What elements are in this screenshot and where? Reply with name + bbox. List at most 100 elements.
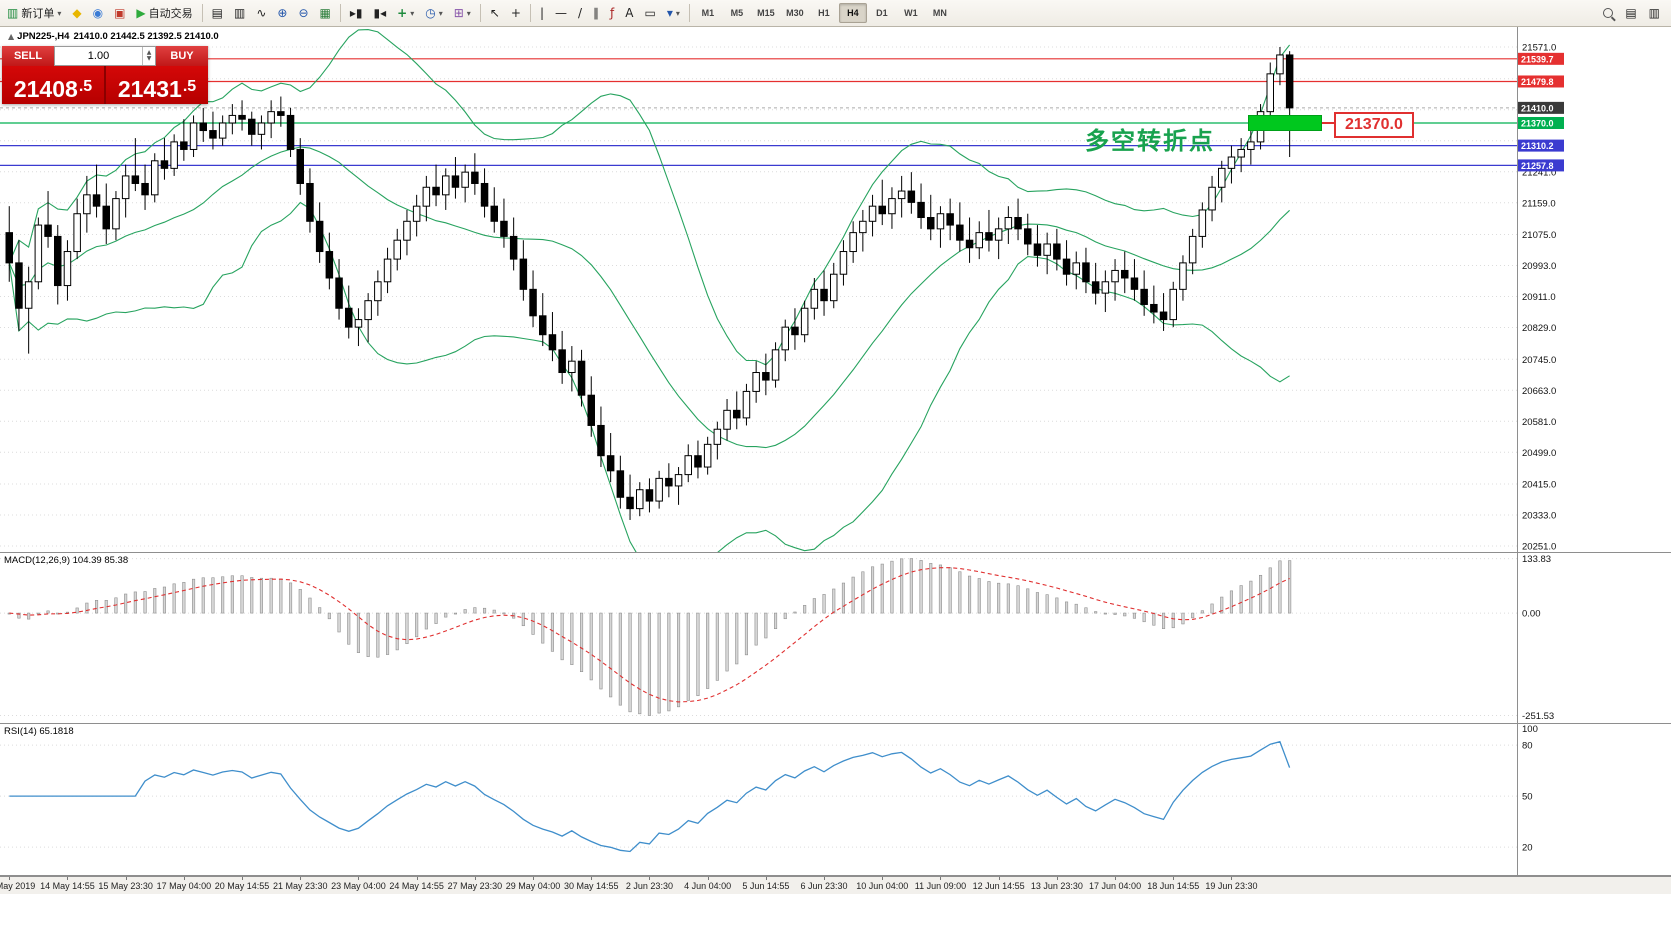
navigator-button[interactable]: ▥ <box>1644 1 1665 25</box>
stepper-up-icon[interactable]: ▲ <box>146 49 152 56</box>
search-button[interactable] <box>1598 1 1618 25</box>
terminal-icon: ▣ <box>114 6 126 20</box>
profile-icon: ◉ <box>92 6 104 20</box>
price-tag-label[interactable]: 21370.0 <box>1334 112 1414 138</box>
tile-windows-button[interactable]: ▦ <box>315 1 336 25</box>
timeframe-w1[interactable]: W1 <box>904 8 918 18</box>
time-tick <box>824 877 826 880</box>
stepper-down-icon[interactable]: ▼ <box>146 55 152 62</box>
channel-button[interactable]: ∥ <box>588 1 604 25</box>
crosshair-button[interactable]: + <box>506 1 526 25</box>
clock-icon: ◷ <box>425 6 436 20</box>
timeframe-mn[interactable]: MN <box>932 8 947 18</box>
svg-text:21241.0: 21241.0 <box>1522 167 1556 178</box>
metaeditor-button[interactable]: ◆ <box>67 1 86 25</box>
svg-text:21310.2: 21310.2 <box>1521 141 1554 151</box>
zoom-in-button[interactable]: ⊕ <box>272 1 292 25</box>
bar-chart-icon: ▤ <box>211 6 223 20</box>
toolbar-separator <box>529 4 531 22</box>
buy-button[interactable]: BUY <box>156 46 208 66</box>
time-tick <box>1173 877 1175 880</box>
timeframe-m5[interactable]: M5 <box>730 8 744 18</box>
svg-text:20745.0: 20745.0 <box>1522 355 1556 366</box>
time-tick <box>1056 877 1058 880</box>
svg-text:100: 100 <box>1522 724 1538 735</box>
profile-button[interactable]: ◉ <box>88 1 108 25</box>
fibonacci-button[interactable]: ƒ <box>605 1 619 25</box>
data-window-button[interactable]: ▤ <box>1620 1 1641 25</box>
chevron-down-icon: ▾ <box>675 8 680 18</box>
templates-button[interactable]: ⊞ ▾ <box>449 1 476 25</box>
svg-text:20499.0: 20499.0 <box>1522 448 1556 459</box>
candle-chart-icon: ▥ <box>234 6 246 20</box>
tile-windows-icon: ▦ <box>319 6 331 20</box>
new-order-button[interactable]: ▥ 新订单 ▾ <box>2 1 66 25</box>
highlight-rectangle[interactable] <box>1248 115 1322 131</box>
text-tool-icon: A <box>625 6 634 20</box>
toolbar-separator <box>479 4 481 22</box>
horizontal-line-button[interactable]: — <box>550 1 572 25</box>
svg-text:20333.0: 20333.0 <box>1522 511 1556 522</box>
horizontal-level-lines[interactable] <box>0 58 1517 167</box>
collapse-panel-arrow[interactable]: ▲ <box>8 32 15 41</box>
text-tool-button[interactable]: A <box>620 1 638 25</box>
line-chart-button[interactable]: ∿ <box>251 1 271 25</box>
price-axis[interactable]: 21571.0 21241.0 21159.0 21075.0 20993.0 20911… <box>1518 43 1564 553</box>
timeframe-h4[interactable]: H4 <box>838 3 867 23</box>
svg-text:21075.0: 21075.0 <box>1522 230 1556 241</box>
bar-chart-button[interactable]: ▤ <box>207 1 228 25</box>
text-label-button[interactable]: ▭ <box>639 1 660 25</box>
vertical-line-button[interactable]: | <box>535 1 549 25</box>
indicators-button[interactable]: + ▾ <box>392 1 419 25</box>
auto-scroll-button[interactable]: ▸▮ <box>345 1 368 25</box>
macd-axis: 133.83 0.00 -251.53 <box>1522 554 1554 722</box>
chart-shift-button[interactable]: ▮◂ <box>369 1 392 25</box>
sell-price-display[interactable]: 21408 .5 <box>2 66 104 104</box>
svg-text:21370.0: 21370.0 <box>1521 118 1554 128</box>
candle-chart-button[interactable]: ▥ <box>229 1 250 25</box>
timeframe-h1[interactable]: H1 <box>818 8 830 18</box>
volume-field[interactable]: 1.00 ▲ ▼ <box>54 46 156 66</box>
zoom-out-button[interactable]: ⊖ <box>293 1 313 25</box>
svg-text:20829.0: 20829.0 <box>1522 323 1556 334</box>
svg-text:21571.0: 21571.0 <box>1522 43 1556 54</box>
volume-value: 1.00 <box>87 50 110 62</box>
timeframe-m30[interactable]: M30 <box>786 8 804 18</box>
svg-text:21410.0: 21410.0 <box>1521 103 1554 113</box>
svg-text:20581.0: 20581.0 <box>1522 417 1556 428</box>
channel-icon: ∥ <box>593 6 600 20</box>
time-tick <box>474 877 476 880</box>
time-label: 11 Jun 09:00 <box>914 881 967 891</box>
macd-panel[interactable]: 133.83 0.00 -251.53 <box>0 552 1671 723</box>
time-tick <box>242 877 244 880</box>
macd-label: MACD(12,26,9) 104.39 85.38 <box>4 555 129 566</box>
sell-button[interactable]: SELL <box>2 46 54 66</box>
macd-histogram <box>7 558 1292 716</box>
text-label-icon: ▭ <box>644 6 656 20</box>
timeframe-d1[interactable]: D1 <box>876 8 888 18</box>
rsi-line <box>9 740 1291 853</box>
time-label: 15 May 23:30 <box>98 881 153 891</box>
timeframe-m1[interactable]: M1 <box>701 8 715 18</box>
buy-price-display[interactable]: 21431 .5 <box>106 66 208 104</box>
cursor-button[interactable]: ↖ <box>485 1 505 25</box>
autotrading-button[interactable]: ▶ 自动交易 <box>131 1 197 25</box>
rsi-panel[interactable]: 100 80 50 20 <box>0 723 1671 876</box>
trendline-button[interactable]: / <box>573 1 587 25</box>
arrows-button[interactable]: ▾ ▾ <box>662 1 685 25</box>
price-chart[interactable]: 21571.0 21241.0 21159.0 21075.0 20993.0 20911… <box>0 27 1671 552</box>
indicators-add-icon: + <box>397 6 408 20</box>
timeframe-m15[interactable]: M15 <box>757 8 775 18</box>
trendline-icon: / <box>577 6 583 20</box>
volume-stepper[interactable]: ▲ ▼ <box>142 47 155 65</box>
svg-text:21539.7: 21539.7 <box>1521 54 1554 64</box>
time-label: 13 Jun 23:30 <box>1030 881 1083 891</box>
toolbar-separator <box>688 4 690 22</box>
terminal-button[interactable]: ▣ <box>109 1 130 25</box>
periods-button[interactable]: ◷ ▾ <box>420 1 448 25</box>
data-window-icon: ▤ <box>1625 6 1637 20</box>
time-tick <box>416 877 418 880</box>
toolbar-separator <box>339 4 341 22</box>
